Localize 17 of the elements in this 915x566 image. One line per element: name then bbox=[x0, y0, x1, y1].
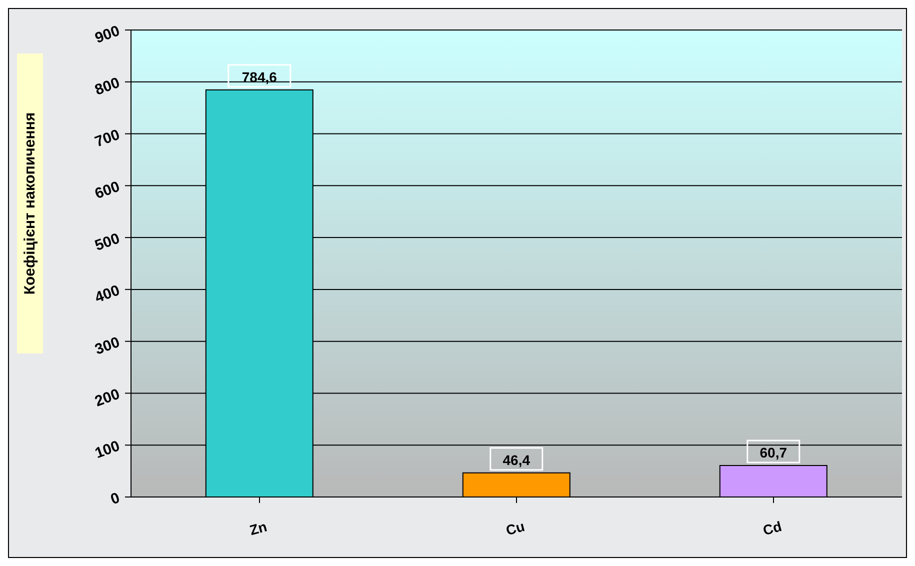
y-tick-label: 200 bbox=[92, 386, 122, 410]
y-tick-label: 700 bbox=[92, 126, 122, 151]
y-tick-label: 0 bbox=[108, 489, 122, 508]
data-label: 46,4 bbox=[502, 452, 530, 468]
x-tick-label: Cd bbox=[761, 518, 784, 538]
y-axis-title: Коефіцієнт накопичення bbox=[22, 112, 38, 295]
y-tick-label: 400 bbox=[92, 282, 122, 306]
x-tick-label: Zn bbox=[248, 518, 269, 538]
y-tick-label: 600 bbox=[92, 178, 122, 203]
y-tick-label: 100 bbox=[92, 438, 122, 462]
data-label: 60,7 bbox=[760, 444, 788, 461]
data-label: 784,6 bbox=[242, 68, 278, 85]
y-tick-label: 800 bbox=[92, 74, 122, 99]
y-tick-label: 300 bbox=[92, 334, 122, 358]
x-tick-label: Cu bbox=[504, 518, 526, 538]
y-tick-label: 500 bbox=[92, 230, 122, 255]
y-tick-label: 900 bbox=[92, 22, 122, 48]
